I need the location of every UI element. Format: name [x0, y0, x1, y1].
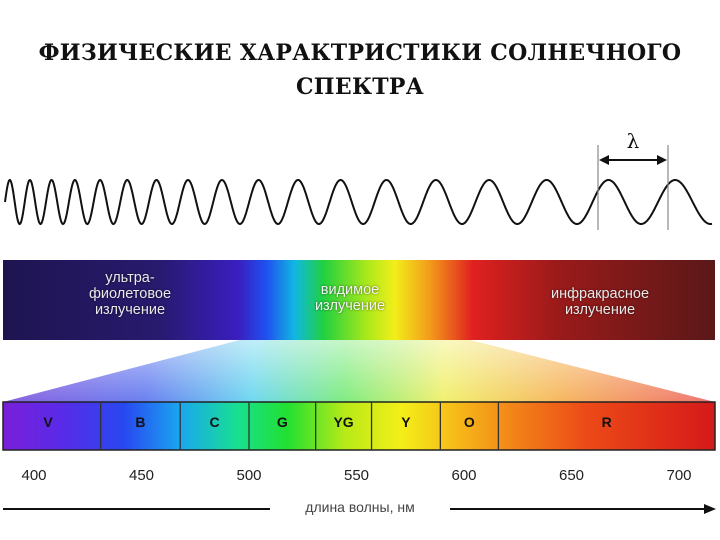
band-letter-y: Y [401, 414, 411, 430]
visible-region-label: видимое излучение [314, 282, 386, 314]
axis-arrowhead [704, 504, 716, 514]
visible-band-border [2, 401, 716, 451]
axis-label: длина волны, нм [270, 499, 450, 515]
band-letter-c: C [209, 414, 220, 430]
band-letter-g: G [276, 414, 288, 430]
band-letter-r: R [601, 414, 612, 430]
axis-tick-550: 550 [343, 467, 370, 484]
band-letter-o: O [463, 414, 475, 430]
ir-region-label: инфракрасное излучение [550, 286, 650, 318]
axis-tick-600: 600 [451, 467, 477, 484]
axis-tick-400: 400 [21, 467, 47, 484]
band-letter-b: B [135, 414, 146, 430]
band-letter-v: V [43, 414, 53, 430]
full-spectrum-strip [3, 260, 715, 340]
wavelength-symbol: λ [627, 129, 640, 153]
wavelength-arrowhead-left [599, 155, 609, 165]
wave-line [4, 178, 713, 226]
uv-region-label: ультра- фиолетовое излучение [88, 270, 172, 318]
axis-tick-500: 500 [236, 467, 262, 484]
axis-tick-650: 650 [558, 467, 585, 484]
axis-tick-700: 700 [666, 467, 692, 484]
title-line-1: ФИЗИЧЕСКИЕ ХАРАКТРИСТИКИ СОЛНЕЧНОГО [38, 40, 682, 66]
visible-band-strip [3, 402, 715, 450]
visible-range-fan-fade [3, 340, 715, 402]
title-line-2: СПЕКТРА [296, 74, 424, 100]
band-dividers [2, 401, 716, 451]
band-letter-yg: YG [333, 414, 354, 430]
axis-tick-450: 450 [128, 467, 155, 484]
wavelength-arrowhead-right [657, 155, 667, 165]
page-title: ФИЗИЧЕСКИЕ ХАРАКТРИСТИКИ СОЛНЕЧНОГО СПЕК… [0, 36, 720, 104]
